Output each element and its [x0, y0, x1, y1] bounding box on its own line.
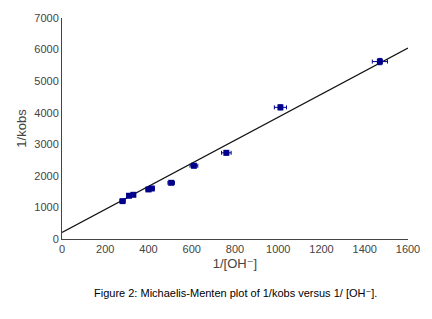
svg-text:1/kobs: 1/kobs	[14, 109, 29, 148]
svg-text:4000: 4000	[34, 107, 58, 119]
svg-text:800: 800	[226, 243, 244, 255]
svg-text:0: 0	[53, 233, 59, 245]
svg-text:2000: 2000	[34, 170, 58, 182]
svg-text:400: 400	[139, 243, 157, 255]
svg-text:7000: 7000	[34, 12, 58, 24]
svg-text:6000: 6000	[34, 43, 58, 55]
svg-text:600: 600	[183, 243, 201, 255]
svg-text:3000: 3000	[34, 138, 58, 150]
svg-text:1000: 1000	[34, 201, 58, 213]
svg-text:1600: 1600	[396, 243, 420, 255]
svg-text:1200: 1200	[309, 243, 333, 255]
svg-text:1400: 1400	[353, 243, 377, 255]
svg-text:1000: 1000	[266, 243, 290, 255]
svg-text:200: 200	[96, 243, 114, 255]
svg-text:Figure 2: Michaelis-Menten plo: Figure 2: Michaelis-Menten plot of 1/kob…	[94, 287, 377, 299]
svg-text:5000: 5000	[34, 75, 58, 87]
svg-text:0: 0	[59, 243, 65, 255]
svg-text:1/[OH⁻]: 1/[OH⁻]	[213, 256, 257, 271]
